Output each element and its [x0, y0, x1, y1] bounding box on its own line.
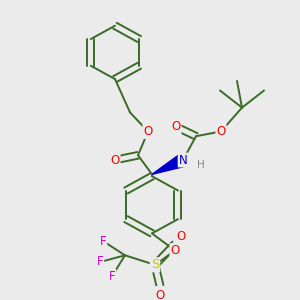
Text: F: F [109, 270, 115, 283]
Text: O: O [171, 120, 181, 133]
Text: O: O [143, 125, 153, 138]
Text: F: F [97, 256, 103, 268]
Text: O: O [216, 125, 226, 138]
Text: S: S [151, 258, 159, 271]
Text: O: O [110, 154, 120, 166]
Text: H: H [197, 160, 205, 170]
Text: O: O [170, 244, 180, 257]
Text: N: N [178, 154, 188, 166]
Text: F: F [100, 235, 106, 248]
Text: O: O [176, 230, 186, 243]
Polygon shape [152, 154, 186, 174]
Text: O: O [155, 289, 165, 300]
